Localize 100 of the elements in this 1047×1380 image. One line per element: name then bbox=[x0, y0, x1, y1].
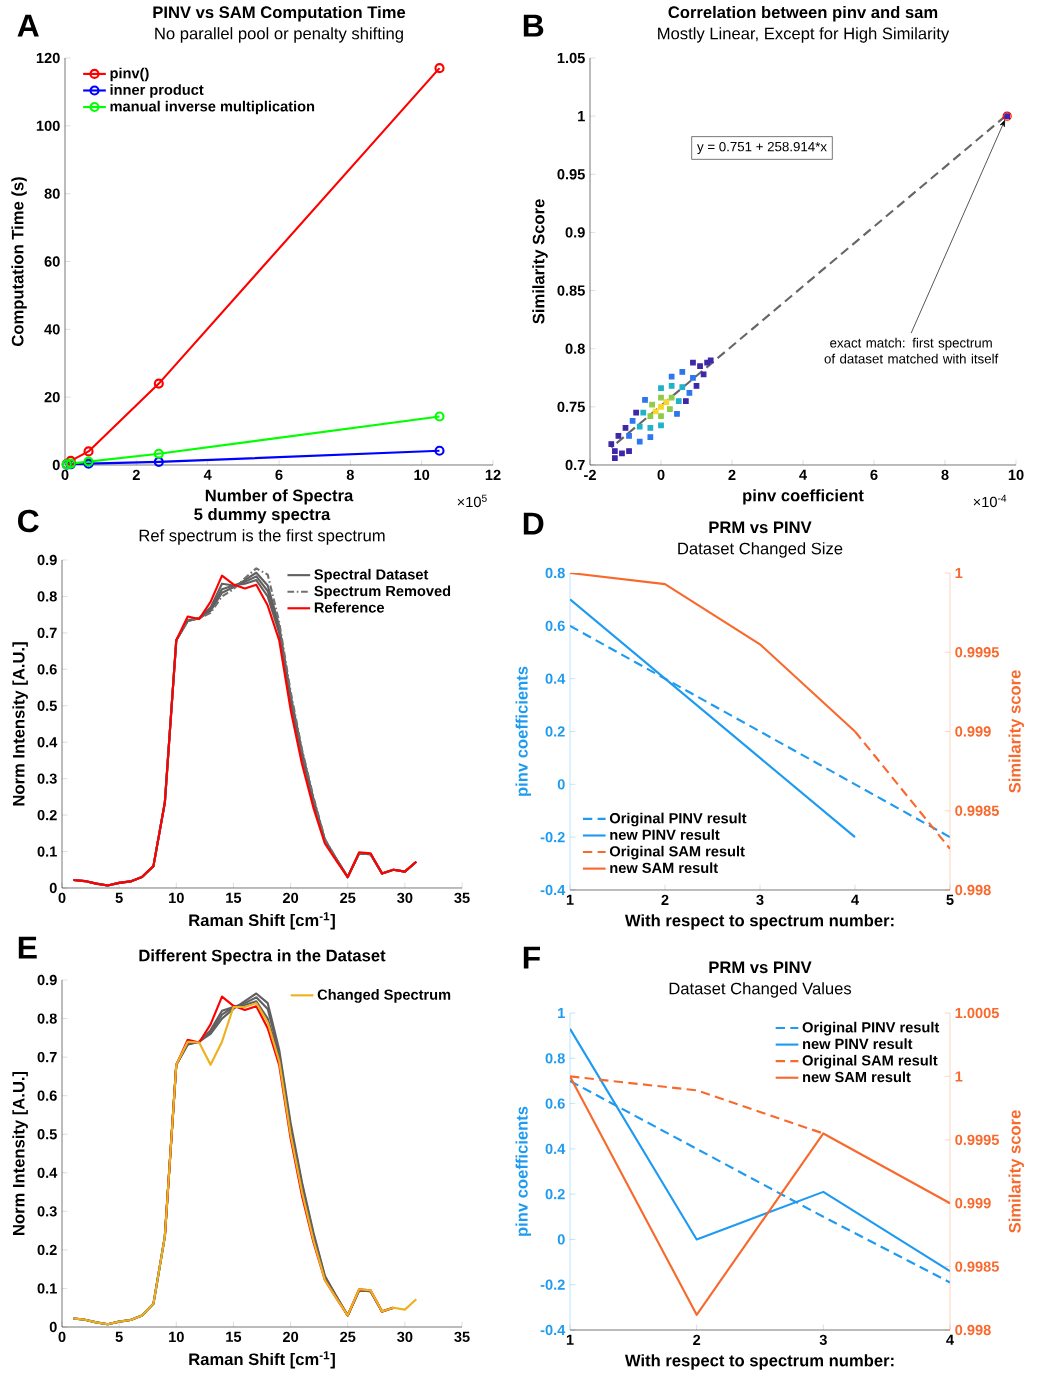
legend-label: Reference bbox=[314, 601, 385, 613]
y-tick-label: 1 bbox=[558, 1007, 565, 1019]
annotation: exact match: first spectrum of dataset matched with itself bbox=[824, 337, 999, 364]
x-tick-label: 6 bbox=[870, 469, 878, 481]
text: C bbox=[18, 509, 39, 533]
x-tick-label: 2 bbox=[728, 469, 736, 480]
x-tick-label: 20 bbox=[282, 1331, 299, 1343]
y-axis-title: Norm Intensity [A.U.] bbox=[12, 1071, 28, 1235]
y-tick-label: 100 bbox=[36, 120, 60, 131]
y-tick-label: 0.9 bbox=[37, 554, 57, 566]
y-axis-title: Norm Intensity [A.U.] bbox=[12, 642, 28, 806]
annotation: y = 0.751 + 258.914*x bbox=[697, 141, 827, 154]
y-tick-label: 0 bbox=[49, 1321, 57, 1333]
text: E bbox=[18, 936, 37, 959]
y-tick-label: -0.4 bbox=[540, 1324, 566, 1336]
y2-tick-label: 0.998 bbox=[955, 1324, 991, 1336]
y-tick-label: 0 bbox=[557, 1234, 565, 1245]
x-tick-label: 3 bbox=[756, 894, 764, 906]
y2-axis-title: Similarity score bbox=[1008, 670, 1024, 793]
x-tick-label: 6 bbox=[275, 469, 283, 481]
y2-tick-label: 0.998 bbox=[955, 884, 991, 896]
x-tick-label: 5 bbox=[115, 892, 123, 903]
x-tick-label: 5 bbox=[115, 1331, 123, 1342]
y-axis-title: Similarity Score bbox=[532, 199, 548, 324]
x-tick-label: 8 bbox=[346, 469, 354, 481]
x-tick-label: 20 bbox=[282, 892, 299, 904]
x-tick-label: 30 bbox=[397, 1331, 413, 1343]
legend-label: manual inverse multiplication bbox=[110, 100, 315, 115]
y-tick-label: -0.2 bbox=[540, 1279, 565, 1290]
y-tick-label: 0.9 bbox=[37, 974, 57, 986]
x-tick-label: 2 bbox=[132, 469, 140, 480]
chart-title: PRM vs PINV bbox=[709, 521, 812, 534]
y-tick-label: 0 bbox=[52, 459, 60, 471]
chart-title: 5 dummy spectra bbox=[194, 507, 331, 524]
legend-label: new PINV result bbox=[803, 1038, 913, 1050]
y-tick-label: 0.8 bbox=[37, 591, 57, 602]
y-tick-label: 0.1 bbox=[37, 846, 57, 857]
x-tick-label: 10 bbox=[414, 469, 430, 481]
y-axis-title: pinv coefficients bbox=[515, 1106, 532, 1236]
x-tick-label: -2 bbox=[584, 469, 596, 480]
x-tick-label: 10 bbox=[169, 1331, 184, 1343]
x-tick-label: 5 bbox=[946, 894, 954, 905]
legend-label: new PINV result bbox=[610, 829, 720, 840]
legend-label: Original SAM result bbox=[609, 845, 745, 860]
y2-tick-label: 0.9985 bbox=[955, 805, 999, 816]
y-tick-label: 0 bbox=[49, 882, 57, 894]
chart-subtitle: Dataset Changed Values bbox=[669, 982, 852, 998]
chart-subtitle: Mostly Linear, Except for High Similarity bbox=[658, 27, 950, 43]
y-tick-label: 0.85 bbox=[557, 285, 585, 296]
y-tick-label: 0.8 bbox=[545, 567, 565, 579]
y-tick-label: 0.7 bbox=[565, 459, 585, 471]
chart-subtitle: Ref spectrum is the first spectrum bbox=[139, 529, 385, 545]
legend-label: Original PINV result bbox=[609, 812, 747, 827]
y-tick-label: 0.95 bbox=[557, 169, 585, 180]
x-tick-label: 3 bbox=[819, 1334, 827, 1346]
y-tick-label: 0.2 bbox=[545, 726, 565, 737]
text: ×10$^{5}$ bbox=[457, 494, 487, 508]
y-tick-label: -0.4 bbox=[540, 884, 566, 896]
x-tick-label: 35 bbox=[454, 1331, 470, 1343]
y-tick-label: 0.3 bbox=[37, 773, 57, 784]
x-axis-title: Raman Shift [cm$^{-1}$] bbox=[189, 1351, 335, 1369]
text: F bbox=[523, 946, 541, 969]
x-tick-label: 8 bbox=[941, 469, 949, 481]
x-tick-label: 2 bbox=[661, 894, 669, 905]
y-tick-label: 0.4 bbox=[545, 1143, 566, 1155]
x-tick-label: 0 bbox=[61, 469, 69, 481]
y-tick-label: 0.3 bbox=[37, 1206, 57, 1217]
chart-title: Correlation between pinv and sam bbox=[668, 5, 938, 22]
y-tick-label: 0.8 bbox=[545, 1053, 565, 1064]
legend-label: Original SAM result bbox=[802, 1054, 938, 1069]
legend-label: inner product bbox=[110, 84, 204, 98]
legend-label: pinv() bbox=[110, 67, 149, 82]
text: B bbox=[523, 14, 544, 37]
y2-tick-label: 0.9995 bbox=[955, 1134, 999, 1145]
y2-tick-label: 0.9995 bbox=[955, 647, 999, 658]
legend-label: Spectrum Removed bbox=[314, 585, 451, 600]
legend-label: Spectral Dataset bbox=[314, 568, 429, 583]
y-tick-label: 0.7 bbox=[37, 627, 57, 639]
y-tick-label: 0.8 bbox=[37, 1013, 57, 1024]
x-tick-label: 4 bbox=[799, 469, 807, 480]
x-tick-label: 10 bbox=[1008, 469, 1024, 481]
x-tick-label: 0 bbox=[657, 469, 665, 481]
y-tick-label: 120 bbox=[36, 52, 60, 64]
chart-title: PINV vs SAM Computation Time bbox=[153, 5, 406, 22]
y-tick-label: 0.6 bbox=[37, 664, 57, 675]
text: A bbox=[17, 14, 39, 37]
text: D bbox=[523, 512, 544, 535]
x-tick-label: 15 bbox=[226, 1331, 242, 1342]
text: ×10$^{-4}$ bbox=[973, 494, 1007, 508]
y-axis-title: Computation Time (s) bbox=[11, 177, 27, 346]
x-tick-label: 15 bbox=[226, 892, 242, 903]
x-axis-title: pinv coefficient bbox=[743, 489, 864, 505]
y2-tick-label: 0.9985 bbox=[955, 1261, 999, 1272]
x-axis-title: Raman Shift [cm$^{-1}$] bbox=[189, 912, 335, 930]
y-tick-label: 1 bbox=[578, 111, 585, 122]
y-tick-label: 60 bbox=[44, 256, 60, 267]
x-tick-label: 30 bbox=[397, 892, 413, 904]
legend-label: Original PINV result bbox=[802, 1021, 940, 1036]
legend-label: new SAM result bbox=[803, 1071, 911, 1083]
y-tick-label: 0.75 bbox=[557, 401, 585, 413]
